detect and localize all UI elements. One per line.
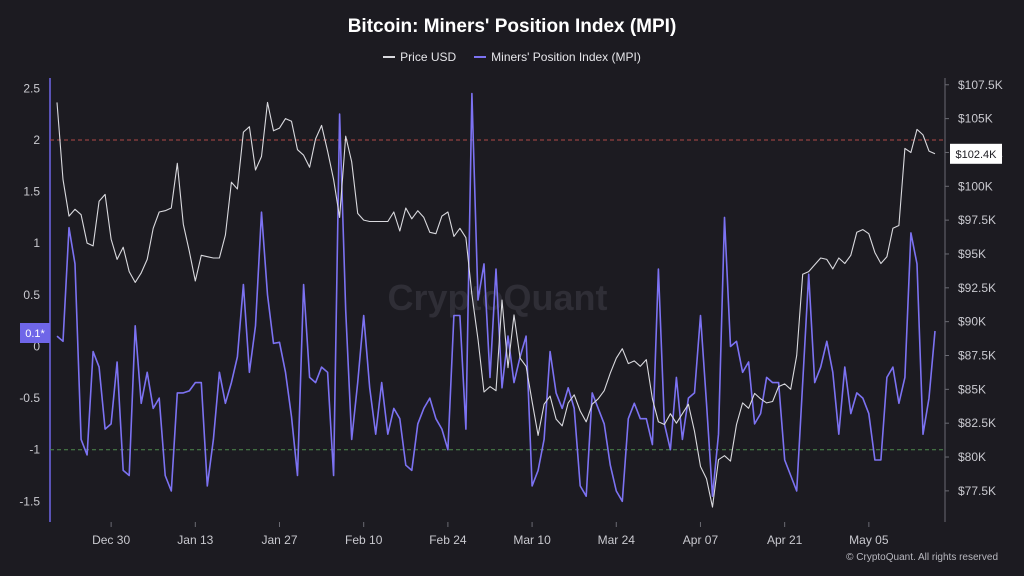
y-left-tick-label: -1.5: [19, 494, 40, 508]
y-right-tick-label: $100K: [958, 179, 993, 193]
x-tick-label: Apr 21: [767, 533, 803, 547]
y-right-tick-label: $85K: [958, 382, 986, 396]
chart-title: Bitcoin: Miners' Position Index (MPI): [347, 16, 677, 37]
y-right-tick-label: $105K: [958, 112, 993, 126]
price-usd-line: [56, 101, 936, 508]
x-tick-label: Mar 10: [513, 533, 551, 547]
legend-item-mpi[interactable]: Miners' Position Index (MPI): [474, 50, 641, 64]
y-right-tick-label: $97.5K: [958, 213, 996, 227]
x-tick-label: Dec 30: [92, 533, 130, 547]
legend-label-price: Price USD: [400, 50, 457, 64]
y-left-tick-label: 1: [33, 236, 40, 250]
y-right-tick-label: $87.5K: [958, 349, 996, 363]
x-tick-label: Feb 24: [429, 533, 467, 547]
y-left-tick-label: 0.5: [23, 288, 40, 302]
y-right-tick-label: $107.5K: [958, 78, 1003, 92]
legend-item-price[interactable]: Price USD: [383, 50, 456, 64]
y-left-tick-label: 2: [33, 133, 40, 147]
y-left-tick-label: 2.5: [23, 81, 40, 95]
y-right-tick-label: $80K: [958, 450, 986, 464]
y-left-tick-label: 1.5: [23, 185, 40, 199]
y-left-tick-label: -0.5: [19, 391, 40, 405]
legend-swatch-price: [383, 56, 396, 58]
mpi-current-tag: [20, 323, 50, 343]
legend: Price USD Miners' Position Index (MPI): [0, 50, 1024, 64]
legend-swatch-mpi: [474, 56, 487, 58]
price-current-label: $102.4K: [956, 149, 998, 161]
y-left-tick-label: -1: [29, 443, 40, 457]
x-tick-label: Jan 27: [261, 533, 297, 547]
x-tick-label: Feb 10: [345, 533, 383, 547]
y-right-tick-label: $77.5K: [958, 484, 996, 498]
y-left-tick-label: 0: [33, 339, 40, 353]
price-current-tag: [950, 143, 1002, 164]
y-right-tick-label: $95K: [958, 247, 986, 261]
mpi-line: [56, 92, 936, 503]
y-right-tick-label: $82.5K: [958, 416, 996, 430]
y-right-tick-label: $92.5K: [958, 281, 996, 295]
x-tick-label: Jan 13: [177, 533, 213, 547]
mpi-current-label: 0.1*: [25, 328, 45, 340]
x-tick-label: Mar 24: [598, 533, 636, 547]
y-right-tick-label: $90K: [958, 315, 986, 329]
legend-label-mpi: Miners' Position Index (MPI): [491, 50, 641, 64]
x-tick-label: May 05: [849, 533, 889, 547]
credit-text: © CryptoQuant. All rights reserved: [846, 552, 998, 563]
x-tick-label: Apr 07: [683, 533, 719, 547]
